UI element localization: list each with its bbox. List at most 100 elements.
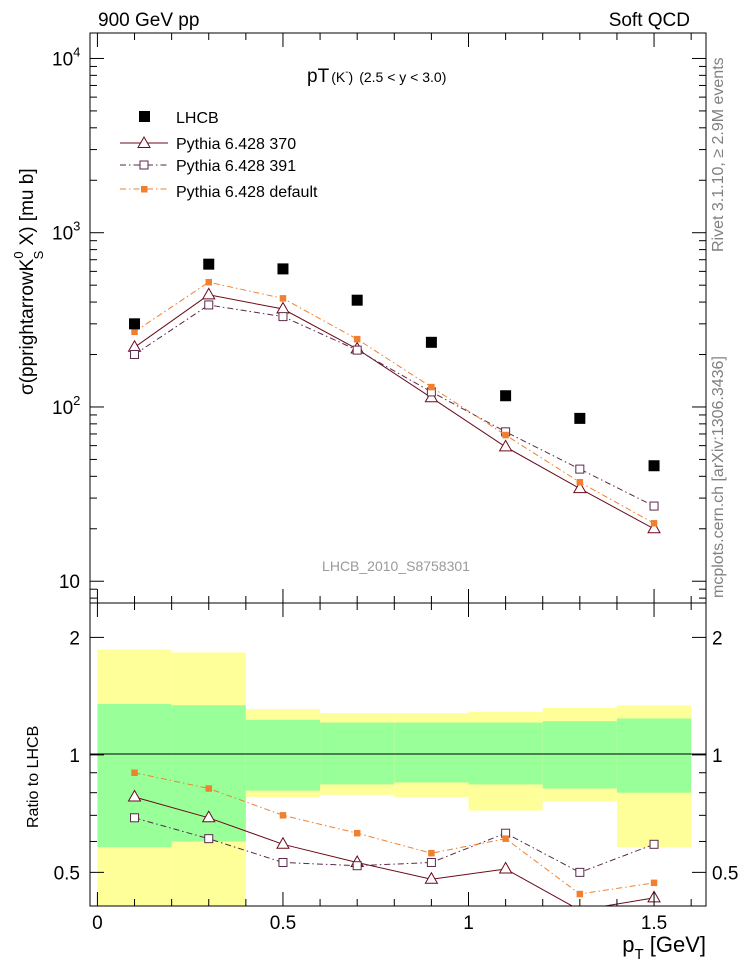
ratio-point-370-5 <box>498 861 513 874</box>
main-point-default-6 <box>576 478 584 486</box>
ratio-point-391-7 <box>649 839 659 849</box>
main-point-default-4 <box>428 383 435 391</box>
main-point-370-7 <box>647 521 661 534</box>
title-rest: ) <box>349 69 354 85</box>
main-point-default-1 <box>205 278 212 286</box>
header-right: Soft QCD <box>609 10 690 31</box>
main-ylabel: σ(pprightarrowK0 S X) [mu b] <box>11 168 46 395</box>
title-range: (2.5 < y < 3.0) <box>359 69 446 85</box>
legend-label-391: Pythia 6.428 391 <box>176 158 296 175</box>
main-ytick-exp-3: 4 <box>73 44 80 59</box>
ratio-band-green-7 <box>616 718 692 793</box>
main-ytick-label-3: 104 <box>52 44 80 70</box>
main-ytick-base-1: 10 <box>52 398 73 419</box>
ratio-point-default-2 <box>279 812 287 819</box>
main-ytick-exp-1: 2 <box>73 393 80 408</box>
ratio-point-default-0 <box>131 769 138 776</box>
ratio-bands <box>97 649 692 906</box>
main-point-391-2 <box>278 312 288 322</box>
legend-marker-default <box>141 186 148 193</box>
main-point-391-1 <box>204 300 214 310</box>
xlabel-pre: p <box>622 932 634 957</box>
legend-marker-391 <box>139 160 149 170</box>
legend-label-lhcb: LHCB <box>176 110 219 127</box>
ratio-line-default <box>134 772 655 895</box>
main-point-lhcb-0 <box>129 318 141 330</box>
ratio-ytick-label-right-0: 0.5 <box>712 863 738 884</box>
main-line-391 <box>134 304 655 507</box>
ylabel-sup: 0 <box>11 251 26 258</box>
ratio-xtick-label-2: 1 <box>463 913 474 934</box>
analysis-watermark: LHCB_2010_S8758301 <box>322 558 470 574</box>
main-ytick-base-2: 10 <box>52 224 73 245</box>
ratio-frame <box>89 602 707 907</box>
ratio-axes: 0.5 0.5 1 1 2 2 0 0.5 1 1.5 <box>54 603 738 934</box>
header-left: 900 GeV pp <box>98 10 199 31</box>
main-point-391-0 <box>130 350 140 360</box>
main-point-370-5 <box>498 439 513 452</box>
main-point-default-0 <box>131 328 138 336</box>
ratio-point-default-5 <box>502 835 509 842</box>
ratio-point-370-1 <box>201 810 216 823</box>
main-point-391-7 <box>649 501 659 511</box>
ratio-data-layer <box>127 769 661 906</box>
main-point-default-2 <box>279 295 287 302</box>
ratio-band-green-6 <box>542 721 617 789</box>
side-label-rivet: Rivet 3.1.10, ≥ 2.9M events <box>710 57 727 252</box>
title-particle: (K <box>331 69 346 85</box>
xlabel-sub: T <box>634 946 643 963</box>
ratio-point-default-3 <box>353 829 361 837</box>
main-point-default-5 <box>502 431 509 439</box>
ratio-point-391-4 <box>426 857 436 867</box>
main-data-layer <box>127 258 661 534</box>
ratio-point-391-0 <box>130 813 140 823</box>
ylabel-sub: S <box>31 250 46 259</box>
xlabel-post: [GeV] <box>644 932 706 957</box>
main-ytick-label-0: 10 <box>59 572 80 593</box>
ratio-ytick-label-left-0: 0.5 <box>54 863 80 884</box>
ylabel-post: X) [mu b] <box>17 168 38 250</box>
main-point-default-3 <box>353 335 361 343</box>
ratio-plot-panel: 0.5 0.5 1 1 2 2 0 0.5 1 1.5 Ratio to LHCB pT [GeV… <box>25 602 738 963</box>
ratio-point-default-6 <box>576 890 584 898</box>
ratio-point-370-4 <box>424 871 439 884</box>
side-label-mcplots: mcplots.cern.ch [arXiv:1306.3436] <box>710 356 727 598</box>
main-point-lhcb-5 <box>500 390 512 402</box>
main-point-391-3 <box>352 345 362 355</box>
legend: LHCB Pythia 6.428 370 Pythia 6.428 391 P… <box>120 110 318 201</box>
ratio-point-default-4 <box>428 849 435 857</box>
legend-label-default: Pythia 6.428 default <box>176 184 318 201</box>
title-sup: - <box>345 67 348 78</box>
main-line-default <box>134 281 655 524</box>
ratio-point-391-2 <box>278 857 288 867</box>
ratio-point-default-7 <box>650 879 658 887</box>
legend-label-370: Pythia 6.428 370 <box>176 136 296 153</box>
ratio-ylabel: Ratio to LHCB <box>25 726 42 828</box>
main-point-lhcb-1 <box>203 258 215 270</box>
main-ytick-label-1: 102 <box>52 393 80 419</box>
ratio-point-391-3 <box>352 861 362 871</box>
ratio-point-370-2 <box>276 836 290 849</box>
ratio-xtick-label-0: 0 <box>92 913 103 934</box>
main-point-lhcb-2 <box>277 263 289 275</box>
ratio-ytick-label-left-2: 2 <box>69 628 80 649</box>
main-point-370-1 <box>201 287 216 300</box>
main-point-default-7 <box>650 520 658 527</box>
main-ytick-label-2: 103 <box>52 219 80 245</box>
ratio-point-391-6 <box>575 867 585 877</box>
ratio-xlabel: pT [GeV] <box>622 932 706 963</box>
ylabel-pre: σ(pprightarrowK <box>17 258 38 395</box>
ratio-point-default-1 <box>205 785 212 792</box>
main-point-lhcb-3 <box>351 294 363 306</box>
ratio-xtick-label-1: 0.5 <box>270 913 296 934</box>
main-title: pT (K-) (2.5 < y < 3.0) <box>307 66 446 87</box>
ratio-ytick-label-right-2: 2 <box>712 628 723 649</box>
ratio-point-391-1 <box>204 834 214 844</box>
main-ytick-base-0: 10 <box>59 572 80 593</box>
ratio-line-391 <box>134 817 655 873</box>
legend-marker-lhcb <box>139 111 150 122</box>
ratio-line-370 <box>134 796 655 906</box>
